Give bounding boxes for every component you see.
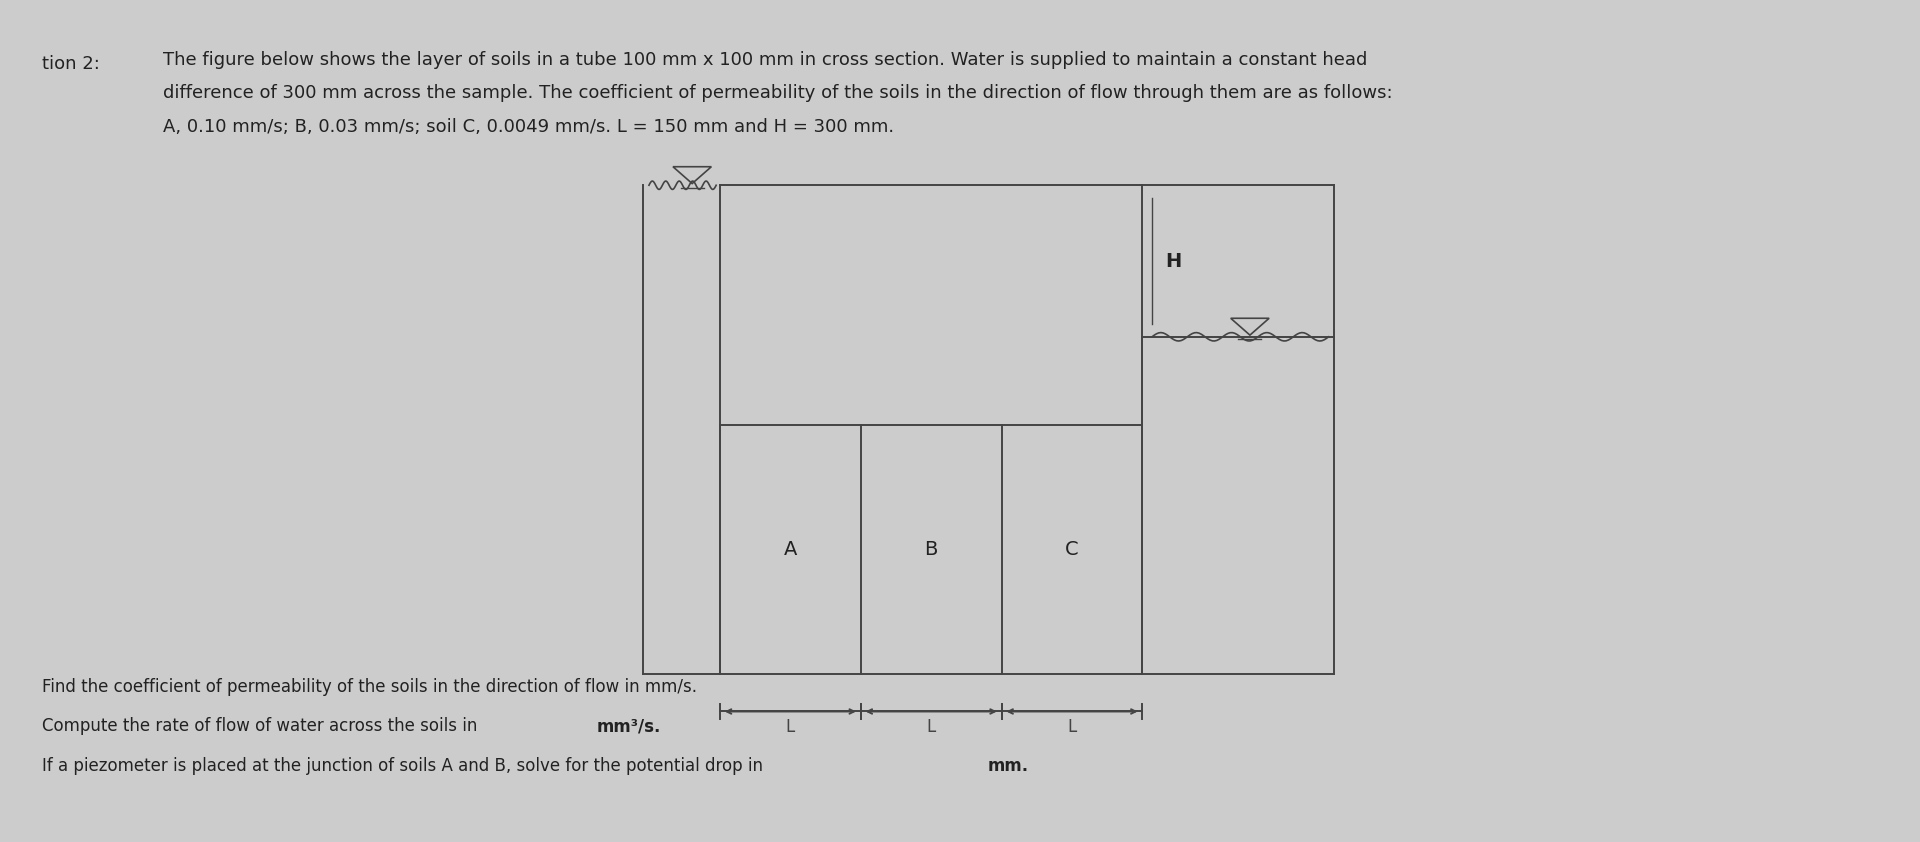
Text: B: B bbox=[925, 540, 937, 559]
Text: L: L bbox=[927, 718, 935, 736]
Text: mm³/s.: mm³/s. bbox=[597, 717, 660, 735]
Text: C: C bbox=[1066, 540, 1079, 559]
Text: tion 2:: tion 2: bbox=[42, 55, 100, 72]
Text: mm.: mm. bbox=[987, 757, 1029, 775]
Text: A: A bbox=[783, 540, 797, 559]
Text: A, 0.10 mm/s; B, 0.03 mm/s; soil C, 0.0049 mm/s. L = 150 mm and H = 300 mm.: A, 0.10 mm/s; B, 0.03 mm/s; soil C, 0.00… bbox=[163, 118, 895, 136]
Text: L: L bbox=[785, 718, 795, 736]
Text: Find the coefficient of permeability of the soils in the direction of flow in mm: Find the coefficient of permeability of … bbox=[42, 678, 697, 695]
Text: difference of 300 mm across the sample. The coefficient of permeability of the s: difference of 300 mm across the sample. … bbox=[163, 84, 1392, 102]
Text: If a piezometer is placed at the junction of soils A and B, solve for the potent: If a piezometer is placed at the junctio… bbox=[42, 757, 768, 775]
Text: L: L bbox=[1068, 718, 1077, 736]
Text: H: H bbox=[1165, 252, 1181, 270]
Text: Compute the rate of flow of water across the soils in: Compute the rate of flow of water across… bbox=[42, 717, 482, 735]
Text: The figure below shows the layer of soils in a tube 100 mm x 100 mm in cross sec: The figure below shows the layer of soil… bbox=[163, 51, 1367, 68]
